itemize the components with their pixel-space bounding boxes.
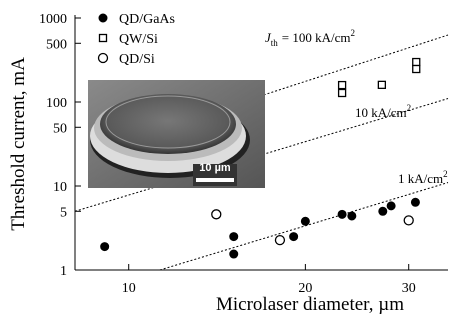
line-annotation: 10 kA/cm2 xyxy=(355,103,411,120)
y-tick-label: 1 xyxy=(60,264,67,279)
inset-scale-label: 10 µm xyxy=(199,162,231,174)
annotation-main: 1 kA/cm xyxy=(398,171,443,186)
marker xyxy=(339,82,346,89)
y-tick-label: 500 xyxy=(46,37,67,52)
annotation-sub: th xyxy=(271,38,279,48)
marker xyxy=(348,212,356,220)
marker xyxy=(339,89,346,96)
x-tick-label: 30 xyxy=(402,281,416,296)
x-tick-label: 20 xyxy=(298,281,312,296)
legend-label: QD/Si xyxy=(119,52,155,67)
marker xyxy=(413,66,420,73)
marker xyxy=(230,233,238,241)
marker xyxy=(230,250,238,258)
annotation-main: = 100 kA/cm xyxy=(282,30,351,45)
annotation-sup: 2 xyxy=(443,169,448,179)
marker xyxy=(101,243,109,251)
y-tick-label: 5 xyxy=(60,205,67,220)
y-axis-label: Threshold current, mA xyxy=(8,57,29,231)
y-tick-label: 1000 xyxy=(39,12,67,27)
marker xyxy=(379,207,387,215)
y-tick-label: 50 xyxy=(53,121,67,136)
annotation-sup: 2 xyxy=(351,28,356,38)
legend-marker xyxy=(100,35,107,42)
x-tick-label: 10 xyxy=(122,281,136,296)
chart: Microlaser diameter, µm Threshold curren… xyxy=(0,0,461,319)
marker xyxy=(301,217,309,225)
legend-marker xyxy=(99,14,107,22)
threshold-line xyxy=(160,183,448,270)
y-tick-label: 10 xyxy=(53,180,67,195)
x-axis-label: Microlaser diameter, µm xyxy=(216,294,404,315)
y-tick-label: 100 xyxy=(46,96,67,111)
marker xyxy=(387,202,395,210)
marker xyxy=(378,81,385,88)
marker xyxy=(338,210,346,218)
line-annotation: Jth= 100 kA/cm2 xyxy=(265,28,355,48)
marker xyxy=(290,233,298,241)
marker xyxy=(413,59,420,66)
annotation-main: 10 kA/cm xyxy=(355,105,407,120)
legend-label: QW/Si xyxy=(119,32,158,47)
legend-marker xyxy=(99,54,108,63)
line-annotation: 1 kA/cm2 xyxy=(398,169,448,186)
marker xyxy=(275,236,284,245)
legend-label: QD/GaAs xyxy=(119,12,175,27)
marker xyxy=(404,216,413,225)
marker xyxy=(411,198,419,206)
marker xyxy=(212,210,221,219)
inset-image: 10 µm xyxy=(88,80,265,188)
annotation-sup: 2 xyxy=(407,103,412,113)
